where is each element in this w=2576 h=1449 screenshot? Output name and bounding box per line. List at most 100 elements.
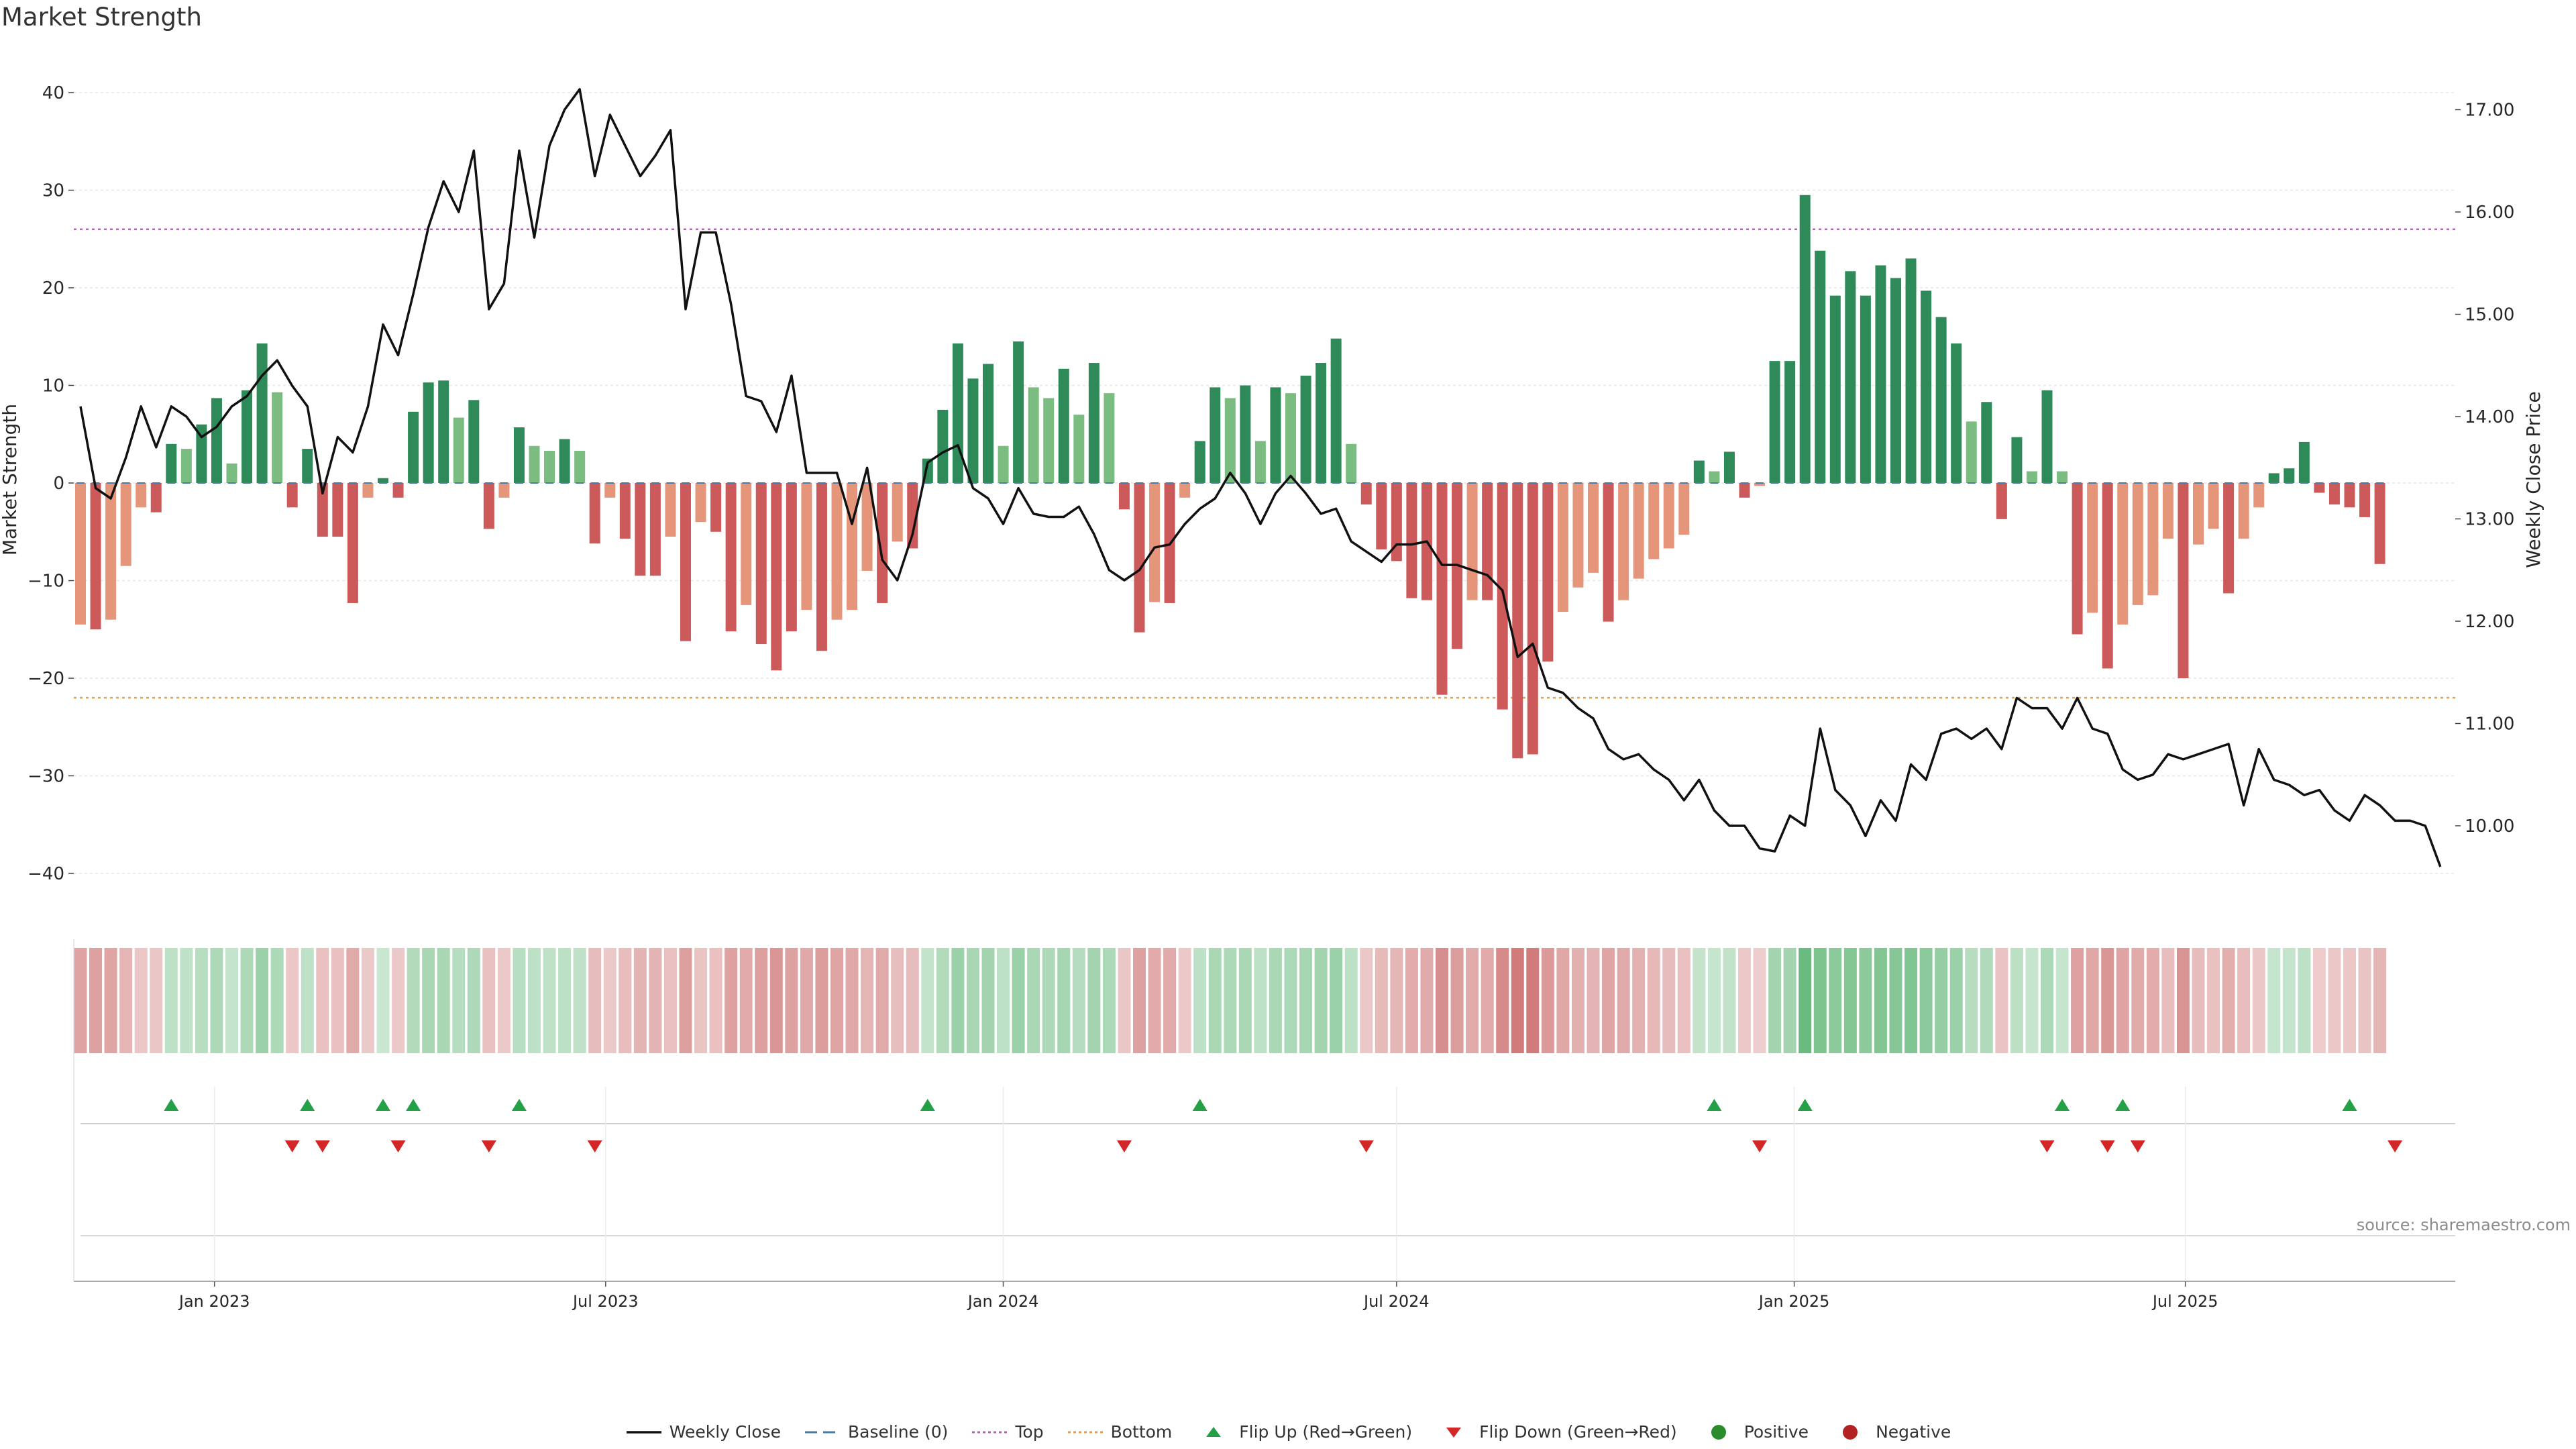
heat-cell <box>2373 948 2387 1053</box>
heat-cell <box>1238 948 1252 1053</box>
strength-bar <box>1224 398 1236 483</box>
heat-cell <box>2116 948 2129 1053</box>
strength-bar <box>332 483 343 537</box>
heat-cell <box>467 948 480 1053</box>
heat-cell <box>1057 948 1071 1053</box>
source-note: source: sharemaestro.com <box>2356 1216 2571 1234</box>
strength-bar <box>1663 483 1674 549</box>
heat-cell <box>785 948 798 1053</box>
heat-cell <box>1344 948 1358 1053</box>
heat-cell <box>195 948 208 1053</box>
strength-bar <box>1118 483 1130 510</box>
flip-up-marker <box>2115 1099 2131 1111</box>
strength-bar <box>2238 483 2249 539</box>
heat-cell <box>2328 948 2341 1053</box>
strength-bar <box>2344 483 2355 508</box>
legend-label: Baseline (0) <box>848 1422 949 1442</box>
strength-bar <box>1043 398 1055 483</box>
strength-bar <box>1905 258 1917 483</box>
strength-bar <box>1890 278 1901 483</box>
flip-down-marker <box>284 1140 300 1152</box>
heat-cell <box>1193 948 1207 1053</box>
heat-cell <box>1617 948 1630 1053</box>
y2-tick-label: 14.00 <box>2465 407 2514 427</box>
circle-green-icon <box>1711 1424 1726 1440</box>
x-axis: Jan 2023 Jul 2023 Jan 2024 Jul 2024 Jan 2025… <box>73 939 2455 1311</box>
strength-bar <box>378 478 388 483</box>
heat-cell <box>2343 948 2356 1053</box>
heat-cell <box>1813 948 1827 1053</box>
strength-bar <box>1316 363 1327 483</box>
strength-bar <box>408 411 419 483</box>
heat-cell <box>497 948 511 1053</box>
strength-bar <box>2147 483 2159 596</box>
heat-cell <box>1496 948 1509 1053</box>
strength-bar <box>468 400 480 483</box>
heat-cell <box>1042 948 1055 1053</box>
strength-bar <box>483 483 494 529</box>
heat-cell <box>1466 948 1479 1053</box>
heat-cell <box>2252 948 2265 1053</box>
flip-down-marker <box>1116 1140 1132 1152</box>
strength-bar <box>1346 443 1357 483</box>
strength-bar <box>1784 361 1796 483</box>
heat-cell <box>2282 948 2296 1053</box>
heat-cell <box>1314 948 1328 1053</box>
strength-bar <box>665 483 676 537</box>
heat-cell <box>1693 948 1706 1053</box>
strength-bar <box>1648 483 1660 559</box>
heat-cell <box>1602 948 1615 1053</box>
heat-cell <box>2161 948 2175 1053</box>
heat-cell <box>1208 948 1222 1053</box>
flip-down-marker <box>587 1140 602 1152</box>
strength-bar <box>1754 483 1766 486</box>
strength-bar <box>1512 483 1523 759</box>
heat-cell <box>981 948 995 1053</box>
strength-bar <box>1134 483 1145 633</box>
dotted-line-purple-icon <box>972 1431 1008 1433</box>
strength-bar <box>513 427 525 483</box>
heat-cell <box>1284 948 1297 1053</box>
strength-bar <box>2026 471 2037 483</box>
heat-cell <box>800 948 813 1053</box>
heat-cell <box>588 948 602 1053</box>
heat-cell <box>1995 948 2008 1053</box>
strength-bar <box>136 483 147 508</box>
flip-up-marker <box>2055 1099 2070 1111</box>
strength-bar <box>1254 441 1266 483</box>
heat-cell <box>709 948 722 1053</box>
heat-cell <box>164 948 178 1053</box>
heat-cell <box>1677 948 1690 1053</box>
heat-cell <box>1783 948 1796 1053</box>
y2-tick-label: 12.00 <box>2465 612 2514 632</box>
strength-bar <box>2284 468 2295 483</box>
strength-bar <box>847 483 858 610</box>
heat-cell <box>679 948 692 1053</box>
strength-bar <box>861 483 873 571</box>
flip-markers <box>80 1099 2455 1236</box>
strength-bar <box>498 483 510 498</box>
heat-cell <box>1330 948 1343 1053</box>
heat-cell <box>1511 948 1524 1053</box>
strength-bar <box>1210 387 1221 483</box>
strength-bar <box>1829 295 1841 483</box>
heat-cell <box>1556 948 1570 1053</box>
heat-cell <box>815 948 828 1053</box>
heat-cell <box>2086 948 2099 1053</box>
heat-cell <box>2237 948 2251 1053</box>
strength-bar <box>1921 290 1932 483</box>
strength-bar <box>1633 483 1644 579</box>
flip-down-marker <box>2387 1140 2403 1152</box>
heat-cell <box>2312 948 2326 1053</box>
dotted-line-orange-icon <box>1067 1431 1103 1433</box>
axes: 40 30 20 10 0 −10 −20 −30 −40 17.00 16.00 15.00 14.0… <box>28 83 2514 884</box>
legend-label: Bottom <box>1110 1422 1173 1442</box>
strength-bar <box>2011 437 2023 483</box>
heat-cell <box>875 948 889 1053</box>
heat-cell <box>633 948 647 1053</box>
heat-cell <box>1632 948 1646 1053</box>
strength-bar <box>649 483 661 576</box>
strength-bar <box>2072 483 2083 635</box>
strength-bar <box>589 483 600 544</box>
heat-cell <box>1148 948 1161 1053</box>
